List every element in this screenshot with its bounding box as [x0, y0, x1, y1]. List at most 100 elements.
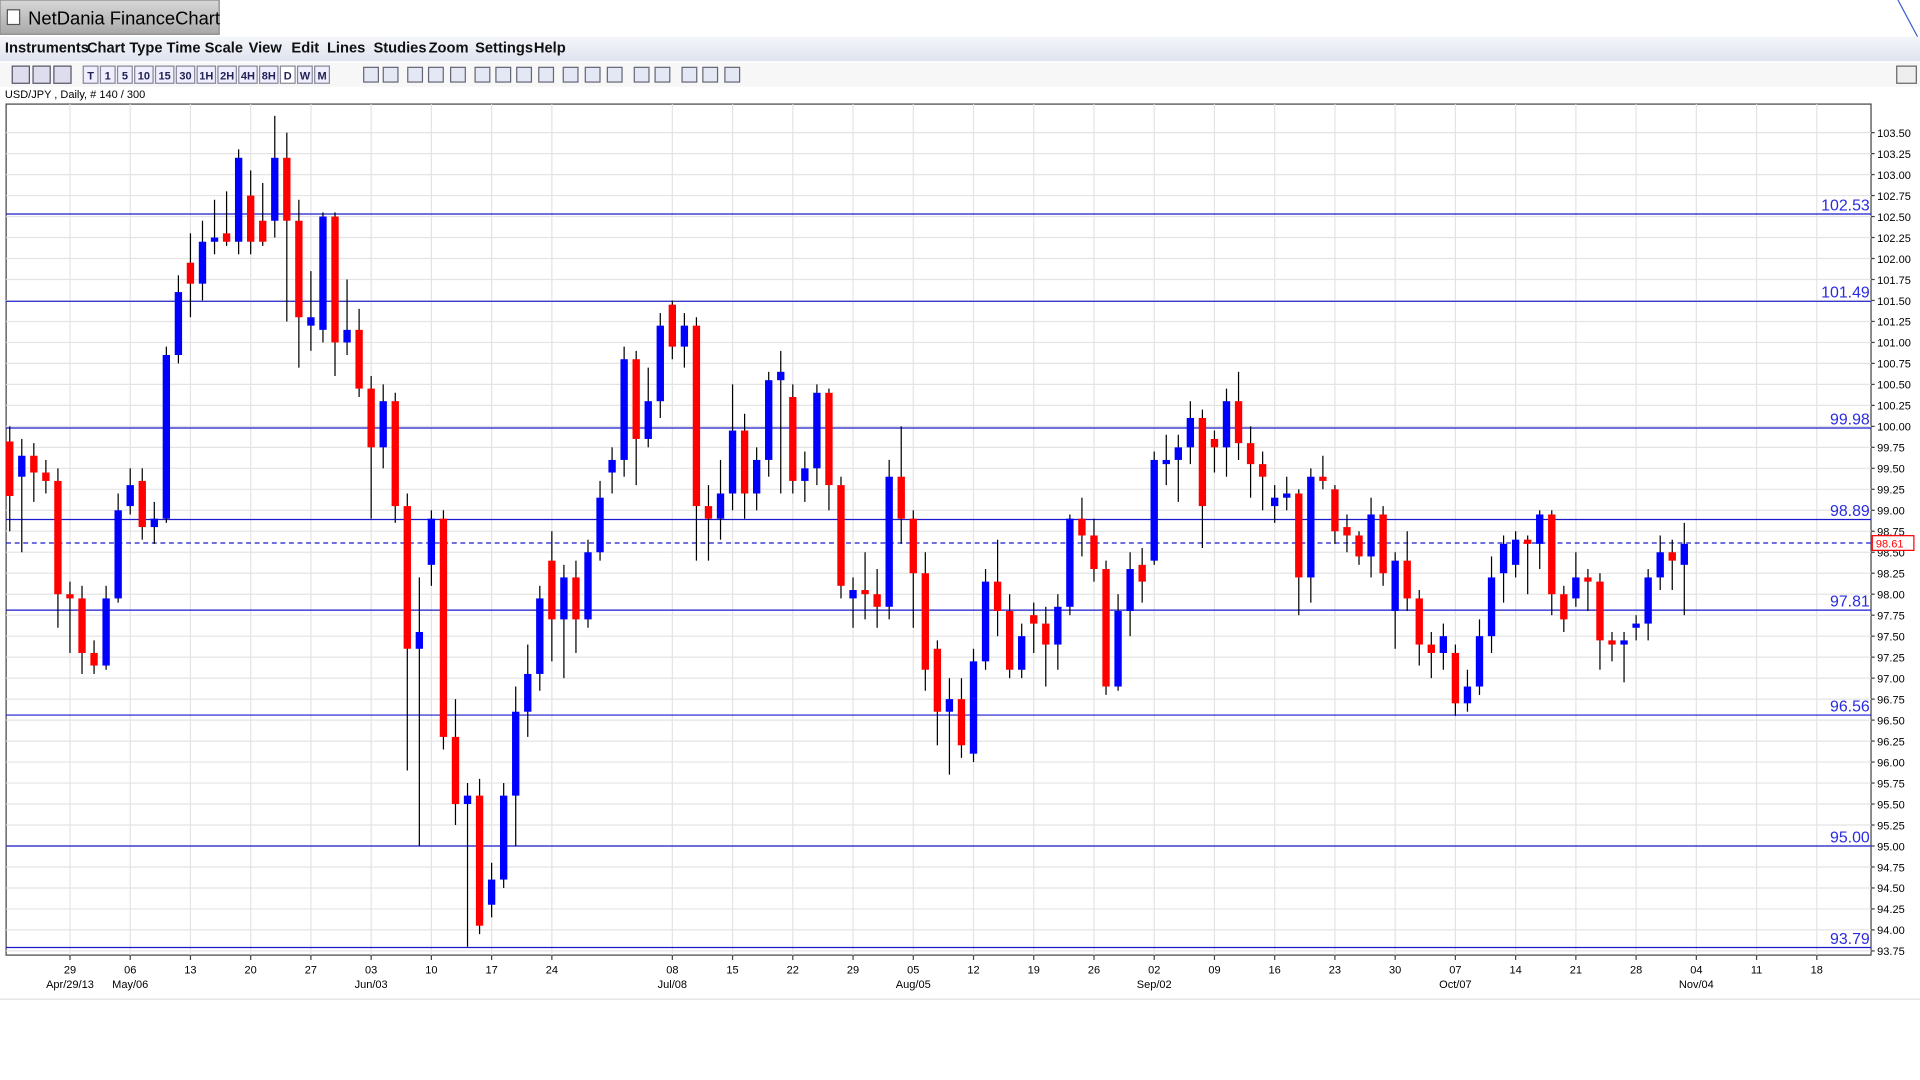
toolbar-icon[interactable]: [633, 66, 650, 83]
toolbar-label: 5: [122, 71, 128, 83]
candle-body: [885, 476, 893, 607]
menu-item[interactable]: Instruments: [5, 41, 89, 57]
candle-body: [234, 157, 243, 242]
toolbar-icon[interactable]: [654, 66, 671, 83]
y-tick-label: 94.25: [1877, 904, 1905, 916]
candle-body: [1078, 518, 1086, 536]
candle-body: [777, 371, 785, 381]
toolbar-icon[interactable]: [407, 66, 424, 83]
y-tick-label: 99.75: [1877, 443, 1905, 455]
title-bar: [0, 0, 1920, 37]
candle-body: [740, 430, 749, 494]
candle-body: [210, 237, 219, 242]
menu-item[interactable]: Studies: [373, 41, 426, 57]
menu-item[interactable]: Chart Type: [87, 41, 163, 57]
toolbar-label: 10: [138, 71, 150, 83]
toolbar-icon[interactable]: [538, 66, 555, 83]
candle-body: [499, 795, 508, 880]
x-month-label: Aug/05: [896, 979, 931, 991]
y-tick-label: 99.25: [1877, 485, 1905, 497]
toolbar-button[interactable]: [82, 65, 99, 84]
candle-body: [475, 795, 484, 926]
x-tick-label: 11: [1751, 964, 1762, 976]
candle-body: [1030, 615, 1038, 624]
candle-body: [1283, 493, 1291, 498]
candle-body: [813, 392, 821, 469]
toolbar-icon[interactable]: [495, 66, 512, 83]
candle-body: [343, 329, 351, 343]
x-month-label: Oct/07: [1439, 979, 1471, 991]
candle-body: [1295, 493, 1303, 578]
candles: [6, 115, 1688, 947]
menu-item[interactable]: Zoom: [429, 41, 469, 57]
toolbar-button[interactable]: [99, 65, 116, 84]
toolbar-button[interactable]: [217, 65, 237, 84]
x-tick-label: 29: [847, 964, 859, 976]
menu-item[interactable]: Time Scale: [167, 41, 243, 57]
y-tick-label: 96.50: [1877, 715, 1905, 727]
candle-body: [162, 355, 171, 519]
menu-item[interactable]: View: [249, 41, 283, 57]
axes: 93.75 94.00 94.25 94.50 94.75 95.00 95.25 95.50…: [46, 128, 1915, 991]
toolbar-icon[interactable]: [584, 66, 601, 83]
candle-body: [259, 220, 267, 242]
x-tick-label: 30: [1389, 964, 1401, 976]
toolbar-button[interactable]: [196, 65, 217, 84]
toolbar-icon[interactable]: [450, 66, 466, 83]
toolbar-icon[interactable]: [702, 66, 719, 83]
candle-body: [668, 304, 677, 347]
toolbar-icon[interactable]: [11, 65, 30, 84]
toolbar-icon[interactable]: [363, 66, 379, 83]
candle-body: [1018, 636, 1026, 670]
toolbar-icon[interactable]: [427, 66, 444, 83]
toolbar-icon[interactable]: [562, 66, 579, 83]
x-tick-label: 04: [1690, 964, 1702, 976]
menu-item[interactable]: Help: [534, 41, 566, 57]
toolbar-button[interactable]: [116, 65, 133, 84]
candle-body: [295, 220, 303, 318]
candle-body: [1222, 401, 1231, 448]
toolbar-button[interactable]: [258, 65, 279, 84]
toolbar-icon[interactable]: [516, 66, 533, 83]
candle-body: [1138, 564, 1146, 582]
toolbar-icon[interactable]: [474, 66, 491, 83]
level-label: 97.81: [1830, 593, 1870, 610]
menu-item[interactable]: Settings: [475, 41, 533, 57]
y-tick-label: 103.50: [1877, 128, 1911, 140]
candle-body: [692, 325, 701, 507]
toolbar-label: W: [300, 71, 311, 83]
toolbar-icon[interactable]: [681, 66, 698, 83]
y-tick-label: 102.00: [1877, 254, 1911, 266]
toolbar-icon[interactable]: [606, 66, 623, 83]
plot-area: [5, 103, 1872, 956]
toolbar-icon[interactable]: [382, 66, 399, 83]
toolbar-icon[interactable]: [53, 65, 72, 84]
toolbar-button[interactable]: [279, 65, 296, 84]
candle-body: [1668, 552, 1676, 561]
toolbar-button[interactable]: [1896, 65, 1917, 84]
toolbar-button[interactable]: [238, 65, 258, 84]
level-label: 99.98: [1830, 411, 1870, 428]
candle-body: [873, 594, 881, 607]
chart-subtitle: USD/JPY , Daily, # 140 / 300: [5, 89, 145, 101]
x-tick-label: 02: [1148, 964, 1160, 976]
y-tick-label: 93.75: [1877, 946, 1905, 958]
toolbar-icon[interactable]: [724, 66, 741, 83]
candle-body: [54, 480, 62, 595]
candle-body: [1608, 640, 1616, 645]
x-tick-label: 20: [245, 964, 257, 976]
menu-item[interactable]: Lines: [327, 41, 365, 57]
menu-item[interactable]: Edit: [291, 41, 319, 57]
toolbar-icon[interactable]: [32, 65, 51, 84]
candle-body: [102, 598, 110, 666]
toolbar-button[interactable]: [134, 65, 154, 84]
toolbar-button[interactable]: [154, 65, 175, 84]
x-tick-label: 28: [1630, 964, 1642, 976]
candle-body: [1427, 644, 1435, 653]
candle-body: [247, 195, 255, 242]
y-tick-label: 94.75: [1877, 862, 1905, 874]
toolbar-button[interactable]: [314, 65, 330, 84]
toolbar-button[interactable]: [175, 65, 196, 84]
y-tick-label: 100.50: [1877, 380, 1911, 392]
toolbar-button[interactable]: [296, 65, 313, 84]
